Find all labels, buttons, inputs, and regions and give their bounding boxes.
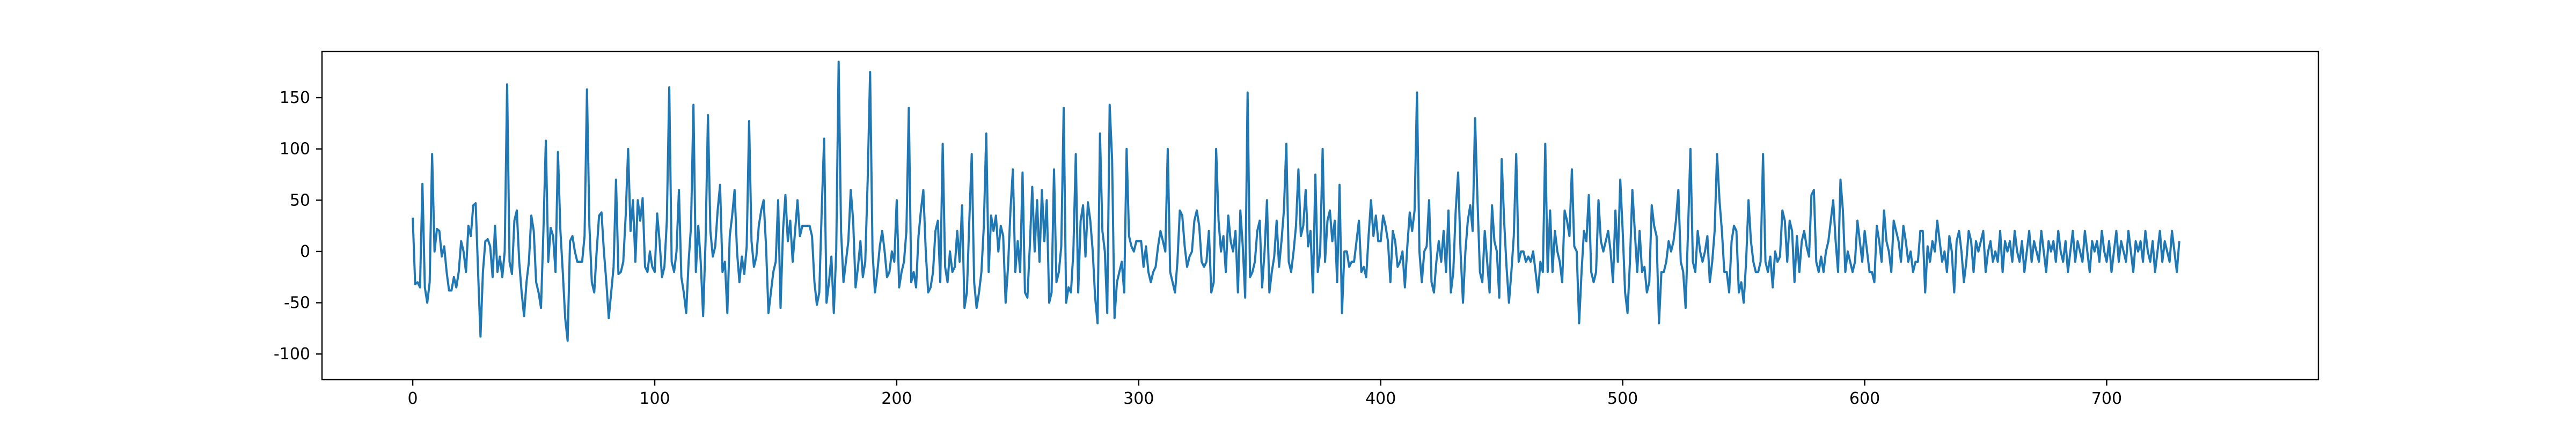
- y-tick-label: 50: [290, 191, 310, 210]
- x-tick-label: 400: [1365, 389, 1396, 408]
- x-tick-label: 500: [1607, 389, 1638, 408]
- y-tick-label: 0: [300, 242, 310, 261]
- axes-frame: [321, 50, 2319, 381]
- y-tick-label: 150: [280, 88, 310, 107]
- x-tick-label: 200: [881, 389, 912, 408]
- x-tick-label: 600: [1849, 389, 1880, 408]
- y-tick-label: -100: [274, 345, 310, 364]
- y-tick-label: -50: [284, 294, 310, 313]
- plot-area: [412, 61, 2180, 342]
- axes: 0 100 200 300 400 500 600 700 -100 -50 0 50 100 150: [274, 50, 2319, 408]
- x-tick-label: 700: [2091, 389, 2122, 408]
- x-tick-label: 300: [1123, 389, 1154, 408]
- x-tick-label: 0: [408, 389, 418, 408]
- y-tick-label: 100: [280, 140, 310, 159]
- series-line-0: [412, 61, 2180, 342]
- x-tick-label: 100: [639, 389, 670, 408]
